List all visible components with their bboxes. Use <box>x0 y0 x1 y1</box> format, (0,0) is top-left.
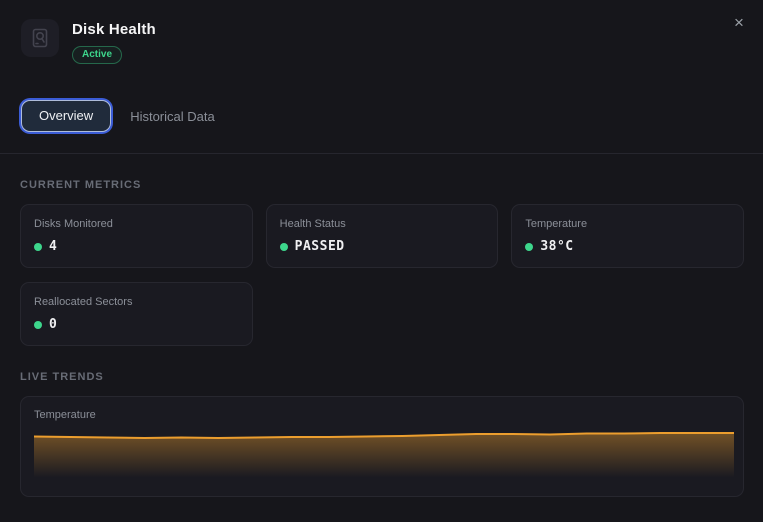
header-divider <box>0 153 763 154</box>
hard-drive-icon <box>21 19 59 57</box>
modal-header: Disk Health Active <box>0 0 763 64</box>
status-badge: Active <box>72 46 123 64</box>
metric-value: 4 <box>49 239 58 254</box>
temperature-sparkline-chart <box>34 428 734 480</box>
metric-value: PASSED <box>294 239 345 254</box>
metric-card-reallocated-sectors: Reallocated Sectors 0 <box>20 282 253 346</box>
metric-label: Disks Monitored <box>34 218 113 230</box>
metric-value: 0 <box>49 317 58 332</box>
trend-chart-label: Temperature <box>34 409 96 421</box>
status-dot <box>34 320 42 329</box>
close-icon[interactable]: × <box>730 14 748 32</box>
metrics-grid: Disks Monitored 4 Health Status PASSED T… <box>20 204 744 346</box>
tab-bar: Overview Historical Data <box>21 100 763 132</box>
metric-label: Health Status <box>279 218 346 230</box>
metric-card-temperature: Temperature 38°C <box>511 204 744 268</box>
page-title: Disk Health <box>72 21 156 38</box>
metric-card-disks-monitored: Disks Monitored 4 <box>20 204 253 268</box>
metric-value: 38°C <box>540 239 574 254</box>
status-dot <box>525 242 534 251</box>
temperature-trend-card: Temperature <box>20 396 744 497</box>
modal-content: CURRENT METRICS Disks Monitored 4 Health… <box>0 154 763 497</box>
status-dot <box>279 242 288 251</box>
tab-historical-data[interactable]: Historical Data <box>130 108 215 124</box>
section-title-live-trends: LIVE TRENDS <box>20 371 104 383</box>
section-title-current-metrics: CURRENT METRICS <box>20 179 142 191</box>
status-dot <box>34 242 42 251</box>
tab-overview[interactable]: Overview <box>21 100 112 132</box>
header-texts: Disk Health Active <box>72 19 156 64</box>
metric-label: Reallocated Sectors <box>34 296 133 308</box>
metric-card-health-status: Health Status PASSED <box>265 204 499 268</box>
metric-label: Temperature <box>525 218 588 230</box>
